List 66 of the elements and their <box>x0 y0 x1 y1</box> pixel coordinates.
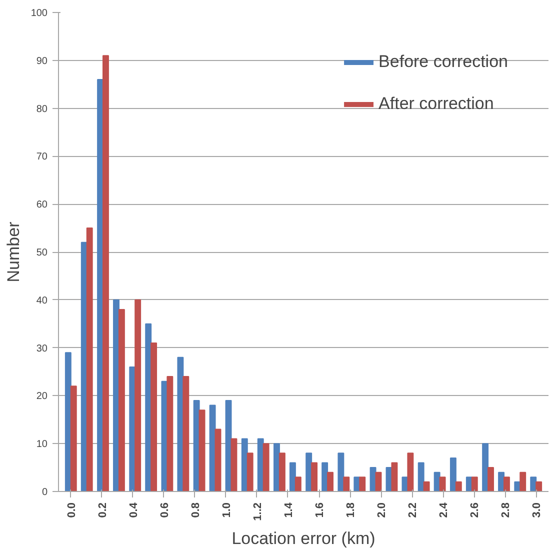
bar <box>289 462 296 492</box>
y-tick-label: 60 <box>36 200 48 211</box>
y-tick-label: 10 <box>36 439 48 450</box>
y-tick-label: 0 <box>42 487 48 498</box>
y-tick-label: 80 <box>36 104 48 115</box>
bar <box>536 481 542 492</box>
x-tick-label: 3.0 <box>531 502 544 518</box>
bar <box>214 428 222 492</box>
bar <box>520 472 526 492</box>
y-tick-label: 90 <box>36 56 48 67</box>
x-tick-label: 2.4 <box>438 502 450 518</box>
bar <box>118 308 125 492</box>
bar <box>294 476 302 492</box>
y-tick-label: 100 <box>30 8 48 19</box>
bar <box>503 476 510 492</box>
x-axis-title: Location error (km) <box>232 528 376 548</box>
x-tick-label: 2.8 <box>500 502 512 518</box>
x-tick-label: 1.0 <box>220 502 233 518</box>
y-tick-label: 50 <box>36 248 48 258</box>
legend-label: Before correction <box>378 52 508 72</box>
x-tick-label: 0.4 <box>128 502 140 518</box>
bar <box>391 462 398 492</box>
bar <box>418 462 424 492</box>
x-tick-label: 1..2 <box>252 502 264 521</box>
y-tick-label: 70 <box>36 152 48 163</box>
x-tick-label: 1.6 <box>314 502 326 518</box>
bar <box>134 299 142 492</box>
x-tick-label: 0.6 <box>158 502 171 518</box>
bar <box>450 457 456 492</box>
y-axis-title: Number <box>4 221 23 282</box>
bar <box>102 55 109 492</box>
bar <box>86 228 93 492</box>
bar <box>70 386 77 492</box>
bar <box>488 467 494 492</box>
bar <box>311 462 318 492</box>
x-tick-label: 1.8 <box>345 502 358 518</box>
bar <box>150 342 158 492</box>
bar <box>375 472 382 492</box>
bar <box>359 476 366 492</box>
x-tick-label: 2.2 <box>407 502 420 518</box>
bar <box>182 376 190 492</box>
bar <box>439 476 446 492</box>
bar <box>455 481 462 492</box>
bar <box>338 452 344 492</box>
bar <box>471 476 478 492</box>
bar <box>278 452 286 492</box>
x-tick-label: 0.0 <box>66 502 78 518</box>
bar <box>166 376 174 492</box>
bar <box>230 438 238 492</box>
x-tick-label: 2.6 <box>469 502 482 518</box>
legend-label: After correction <box>378 94 494 114</box>
bar <box>343 476 350 492</box>
x-tick-label: 0.8 <box>190 502 202 518</box>
bar <box>246 452 254 492</box>
bar <box>327 472 334 492</box>
y-tick-label: 20 <box>36 391 48 402</box>
bar <box>423 481 430 492</box>
y-tick-label: 40 <box>36 295 48 306</box>
x-tick-label: 0.2 <box>96 502 109 518</box>
bar <box>198 410 206 492</box>
bar <box>482 443 489 492</box>
x-tick-label: 2.0 <box>376 502 388 518</box>
y-tick-label: 30 <box>36 343 48 354</box>
bar <box>407 452 414 492</box>
bar <box>262 443 270 492</box>
x-tick-label: 1.4 <box>282 502 295 518</box>
